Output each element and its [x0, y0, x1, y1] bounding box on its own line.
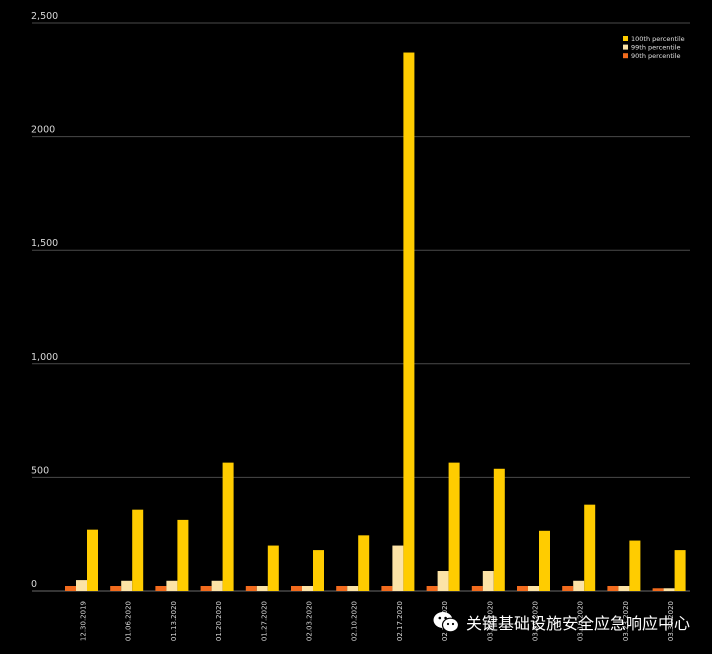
bar	[155, 586, 167, 591]
legend-label: 99th percentile	[631, 44, 681, 52]
bar	[87, 529, 98, 591]
bar	[426, 586, 438, 591]
x-tick-label: 03.30.2020	[667, 601, 675, 641]
legend-swatch	[623, 53, 628, 59]
bar	[381, 586, 393, 591]
bar	[448, 462, 460, 591]
x-tick-label: 02.17.2020	[396, 601, 404, 641]
bar	[245, 586, 257, 591]
bar	[607, 586, 619, 591]
bar	[482, 571, 494, 591]
bar	[65, 586, 76, 591]
bar	[110, 586, 122, 591]
bar	[618, 586, 630, 591]
bar	[267, 545, 279, 591]
bar	[291, 586, 302, 591]
x-tick-label: 01.06.2020	[125, 601, 133, 641]
bar	[336, 586, 348, 591]
y-tick-label: 2,500	[31, 11, 58, 22]
legend-label: 100th percentile	[631, 35, 685, 43]
bar	[663, 588, 675, 591]
y-tick-label: 500	[31, 465, 49, 476]
legend-swatch	[623, 44, 628, 50]
bar	[403, 52, 415, 591]
bar	[573, 580, 585, 591]
watermark: 关键基础设施安全应急响应中心	[432, 610, 690, 634]
x-tick-label: 03.23.2020	[622, 601, 630, 641]
bar	[652, 588, 664, 591]
x-tick-label: 03.16.2020	[577, 601, 585, 641]
bar	[166, 580, 178, 591]
bar	[121, 580, 133, 591]
watermark-text: 关键基础设施安全应急响应中心	[465, 614, 690, 633]
bar	[493, 468, 505, 591]
bar	[200, 586, 212, 591]
y-tick-label: 1,000	[31, 352, 58, 363]
bar	[629, 540, 641, 591]
y-tick-label: 0	[31, 579, 37, 590]
bar	[177, 519, 189, 591]
bar	[132, 509, 144, 591]
x-tick-label: 03.09.2020	[532, 601, 540, 641]
x-tick-label: 01.27.2020	[260, 601, 268, 641]
bar	[517, 586, 528, 591]
bar	[437, 571, 449, 591]
bar	[347, 586, 359, 591]
y-tick-label: 2000	[31, 125, 55, 136]
x-tick-label: 01.20.2020	[215, 601, 223, 641]
x-tick-label: 01.13.2020	[170, 601, 178, 641]
x-tick-label: 12.30.2019	[80, 601, 88, 641]
bar	[211, 580, 223, 591]
legend-label: 90th percentile	[631, 52, 681, 60]
bar	[562, 586, 574, 591]
bar	[302, 586, 313, 591]
bar	[358, 535, 370, 591]
y-tick-label: 1,500	[31, 238, 58, 249]
bar	[313, 550, 324, 591]
bar	[584, 504, 596, 591]
x-tick-label: 02.10.2020	[351, 601, 359, 641]
bar	[76, 580, 87, 591]
wechat-icon	[433, 612, 460, 633]
bars	[65, 52, 686, 591]
bar	[256, 586, 268, 591]
x-tick-label: 03.02.2020	[486, 601, 494, 641]
bar	[539, 530, 550, 591]
x-tick-label: 02.03.2020	[306, 601, 314, 641]
bar	[471, 586, 483, 591]
bar	[528, 586, 539, 591]
y-axis-ticks: 0 500 1,000 1,500 2000 2,500	[31, 11, 58, 590]
legend-swatch	[623, 36, 628, 41]
bar	[392, 545, 404, 591]
bar	[674, 550, 686, 591]
bar	[222, 462, 234, 591]
